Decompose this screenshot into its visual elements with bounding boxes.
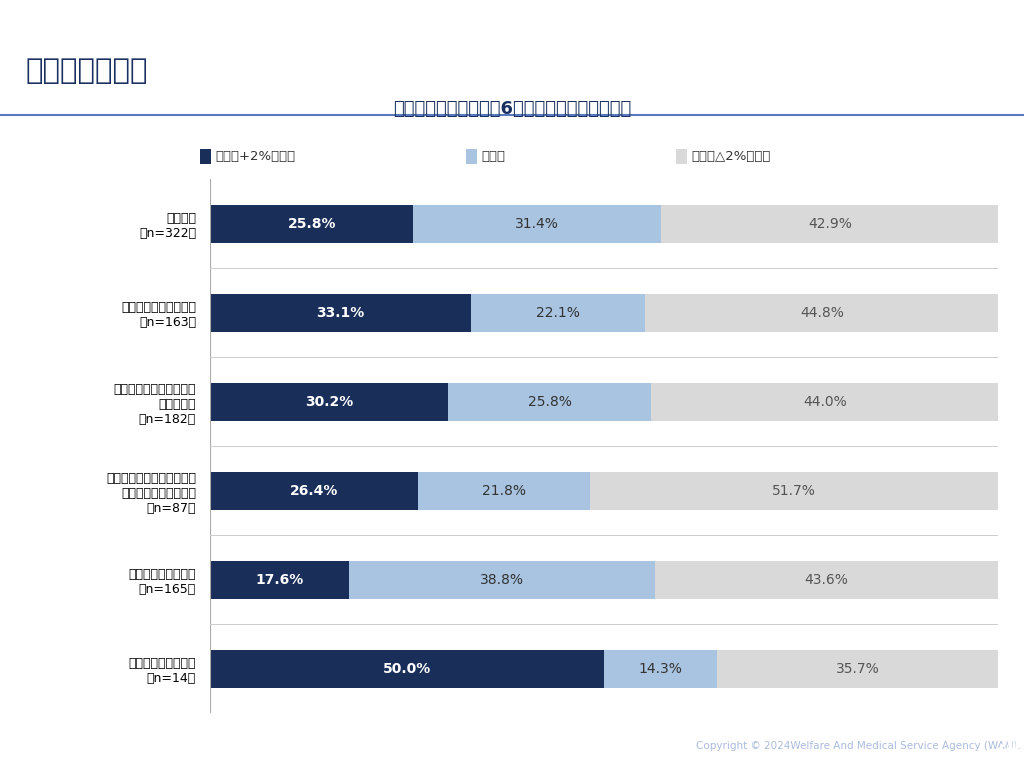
Bar xyxy=(645,295,998,331)
Text: 25.8%: 25.8% xyxy=(527,394,571,409)
Bar xyxy=(414,205,660,243)
Bar xyxy=(651,383,998,420)
Bar xyxy=(210,295,471,331)
Text: 14.3%: 14.3% xyxy=(639,662,682,676)
Bar xyxy=(349,562,654,598)
Text: 減益（△2%以上）: 減益（△2%以上） xyxy=(691,150,771,163)
Text: 25.8%: 25.8% xyxy=(288,217,336,231)
Text: 33.1%: 33.1% xyxy=(316,306,365,320)
Text: WAM: WAM xyxy=(13,7,60,25)
Bar xyxy=(210,205,414,243)
Text: 31.4%: 31.4% xyxy=(515,217,559,231)
Bar xyxy=(717,650,998,687)
Bar xyxy=(210,383,449,420)
Text: 30.2%: 30.2% xyxy=(305,394,353,409)
Text: 医業利益の状況: 医業利益の状況 xyxy=(26,57,148,85)
Bar xyxy=(590,472,997,510)
Text: 26.4%: 26.4% xyxy=(290,484,338,498)
Bar xyxy=(210,650,604,687)
Text: 22.1%: 22.1% xyxy=(537,306,580,320)
Text: 44.8%: 44.8% xyxy=(800,306,844,320)
Text: 前年同時期と比較した6月以降の医業利益の状況: 前年同時期と比較した6月以降の医業利益の状況 xyxy=(393,100,631,118)
Bar xyxy=(604,650,717,687)
Text: 51.7%: 51.7% xyxy=(772,484,816,498)
Text: 42.9%: 42.9% xyxy=(808,217,852,231)
Bar xyxy=(471,295,645,331)
Text: 38.8%: 38.8% xyxy=(479,573,523,587)
Bar xyxy=(449,383,651,420)
Bar xyxy=(210,562,349,598)
Text: 50.0%: 50.0% xyxy=(383,662,431,676)
Text: 44.0%: 44.0% xyxy=(803,394,847,409)
Text: 43.6%: 43.6% xyxy=(805,573,849,587)
Text: 増益（+2%以上）: 増益（+2%以上） xyxy=(215,150,295,163)
Text: 35.7%: 35.7% xyxy=(836,662,880,676)
Text: 横ばい: 横ばい xyxy=(481,150,505,163)
Bar xyxy=(660,205,999,243)
Bar xyxy=(418,472,590,510)
Bar xyxy=(210,472,418,510)
Text: 17.6%: 17.6% xyxy=(255,573,303,587)
Text: 21.8%: 21.8% xyxy=(482,484,526,498)
Text: Copyright © 2024Welfare And Medical Service Agency (WAM). All rights reserved.: Copyright © 2024Welfare And Medical Serv… xyxy=(696,742,1024,752)
Bar xyxy=(654,562,998,598)
Text: 20: 20 xyxy=(995,737,1020,755)
